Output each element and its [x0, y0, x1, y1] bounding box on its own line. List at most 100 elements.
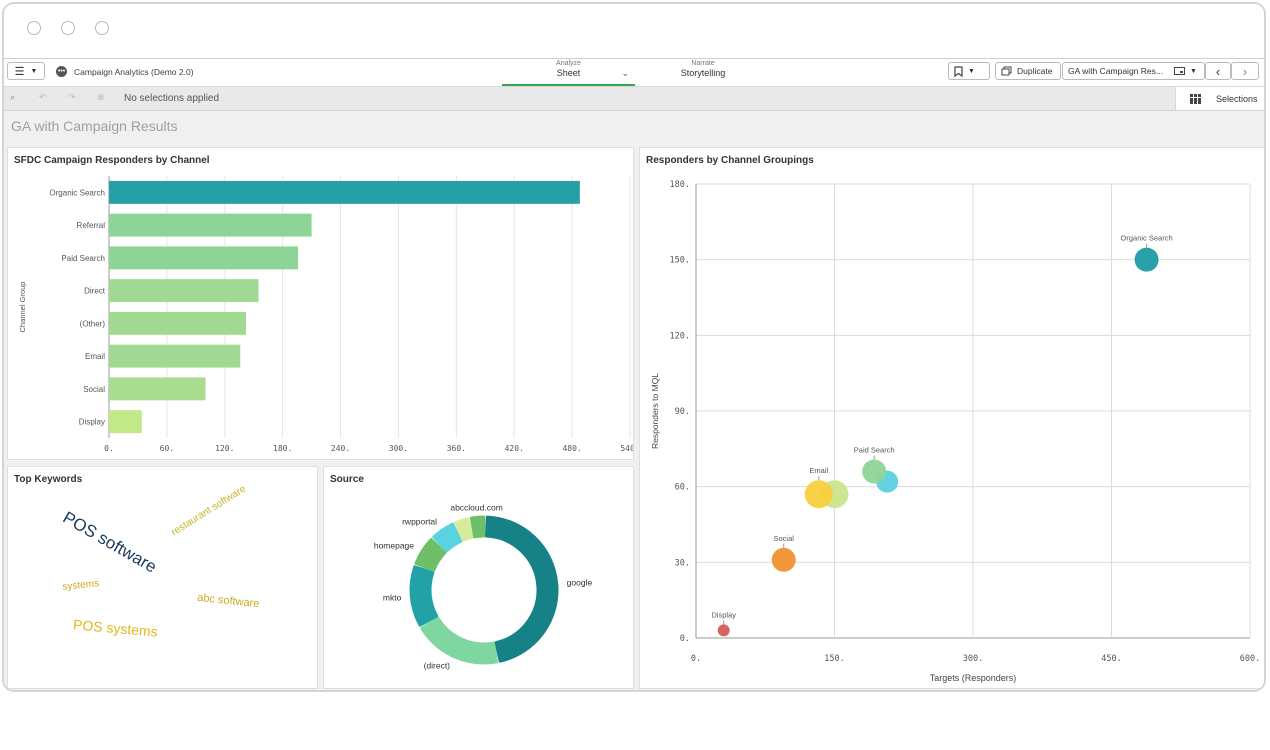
selections-button[interactable]: Selections: [1175, 87, 1264, 110]
duplicate-button[interactable]: Duplicate: [995, 62, 1061, 80]
scatter-y-tick-label: 120.: [670, 331, 690, 341]
scatter-chart[interactable]: 0. 30. 60. 90. 120. 150. 180. 0. 150. 300. 450. 600…: [640, 148, 1265, 688]
scatter-y-tick-label: 0.: [680, 634, 690, 644]
bar: [109, 377, 206, 401]
chevron-right-icon: ›: [1242, 63, 1248, 79]
scatter-point-label: Display: [711, 610, 736, 619]
bar-category-label: Direct: [84, 287, 106, 296]
window-maximize-button[interactable]: [95, 21, 109, 35]
scatter-x-tick-label: 150.: [824, 654, 844, 664]
bar: [109, 344, 241, 368]
donut-slice: [432, 522, 463, 553]
keyword: systems: [62, 578, 100, 593]
keywords-panel[interactable]: Top Keywords POS software restaurant soft…: [7, 466, 318, 689]
bookmark-button[interactable]: ▼: [948, 62, 990, 80]
donut-slice-label: google: [567, 578, 593, 588]
scatter-point-label: Organic Search: [1121, 234, 1173, 243]
bar: [109, 246, 299, 270]
source-donut-chart[interactable]: google (direct) mkto homepage rwpportal abccl…: [324, 467, 633, 688]
duplicate-label: Duplicate: [1017, 66, 1053, 76]
word-cloud[interactable]: POS software restaurant software systems ab…: [8, 467, 317, 688]
next-sheet-button[interactable]: ›: [1231, 62, 1259, 80]
scatter-point: [717, 624, 730, 637]
scatter-point-label: Social: [773, 534, 794, 543]
keyword: restaurant software: [169, 483, 248, 538]
bar-x-tick-label: 300.: [389, 444, 408, 453]
duplicate-icon: [1001, 66, 1012, 76]
bar-category-label: Display: [79, 418, 105, 427]
bar-category-label: Paid Search: [61, 254, 105, 263]
scatter-y-axis-label: Responders to MQL: [650, 373, 660, 449]
donut-slice: [454, 517, 474, 542]
bar: [109, 279, 259, 303]
tab-analyze-sheet[interactable]: Analyze Sheet ⌄: [502, 60, 635, 86]
scatter-y-tick-label: 30.: [675, 558, 690, 568]
bar-x-tick-label: 180.: [273, 444, 292, 453]
chevron-down-icon: ▼: [30, 67, 38, 75]
sheet-title: GA with Campaign Results: [11, 118, 178, 134]
selections-icon: [1190, 94, 1201, 104]
source-title: Source: [330, 474, 364, 485]
sheet-icon: [1173, 66, 1185, 75]
bar: [109, 311, 247, 335]
title-bar: [4, 4, 1264, 59]
previous-sheet-button[interactable]: ‹: [1205, 62, 1231, 80]
app-window: ☰ ▼ ••• Campaign Analytics (Demo 2.0) An…: [2, 2, 1266, 692]
smart-search-icon[interactable]: ⌕: [10, 92, 16, 102]
scatter-point: [804, 480, 833, 509]
bar-y-axis-label: Channel Group: [18, 282, 27, 333]
donut-slice-label: abccloud.com: [450, 502, 502, 512]
tab-analyze-label: Analyze: [556, 60, 581, 67]
sheet-selector[interactable]: GA with Campaign Res... ▼: [1062, 62, 1205, 80]
hamburger-icon: ☰: [14, 65, 25, 78]
window-minimize-button[interactable]: [61, 21, 75, 35]
bar-x-tick-label: 420.: [505, 444, 524, 453]
donut-slice-label: (direct): [424, 661, 451, 671]
bar-x-tick-label: 360.: [447, 444, 466, 453]
scatter-x-tick-label: 0.: [691, 654, 701, 664]
bar-x-tick-label: 0.: [104, 444, 114, 453]
scatter-x-axis-label: Targets (Responders): [930, 673, 1017, 683]
navigation-menu-button[interactable]: ☰ ▼: [7, 62, 45, 80]
app-toolbar: ☰ ▼ ••• Campaign Analytics (Demo 2.0) An…: [4, 59, 1264, 87]
scatter-y-tick-label: 180.: [670, 180, 690, 190]
keyword: POS systems: [73, 616, 159, 639]
bar-category-label: (Other): [80, 319, 106, 328]
donut-slice: [420, 616, 499, 665]
bar-category-label: Organic Search: [49, 188, 105, 197]
tab-sheet-label: Sheet: [556, 68, 581, 78]
donut-slice-label: rwpportal: [402, 517, 437, 527]
app-title: Campaign Analytics (Demo 2.0): [74, 67, 194, 77]
tab-storytelling-label: Storytelling: [680, 68, 726, 78]
tab-narrate-label: Narrate: [691, 60, 715, 67]
bar: [109, 180, 580, 204]
scatter-chart-title: Responders by Channel Groupings: [646, 155, 814, 166]
bar-chart-panel[interactable]: SFDC Campaign Responders by Channel 0. 60…: [7, 147, 634, 460]
scatter-point-label: Paid Search: [854, 446, 895, 455]
bar-x-tick-label: 240.: [331, 444, 350, 453]
scatter-x-tick-label: 300.: [963, 654, 983, 664]
scatter-y-tick-label: 60.: [675, 483, 690, 493]
source-panel[interactable]: Source google (direct) mkto homepage rwpport…: [323, 466, 634, 689]
bar-chart[interactable]: 0. 60. 120. 180. 240. 300. 360. 420. 480. 540. Org…: [8, 148, 633, 459]
tab-narrate-storytelling[interactable]: Narrate Storytelling: [644, 60, 762, 84]
step-back-icon[interactable]: ↶: [39, 92, 47, 102]
donut-slice-label: mkto: [383, 592, 402, 602]
scatter-y-tick-label: 90.: [675, 407, 690, 417]
bar-x-tick-label: 540.: [620, 444, 633, 453]
scatter-point-label: Email: [809, 466, 828, 475]
donut-slice: [414, 538, 447, 572]
step-forward-icon[interactable]: ↷: [68, 92, 76, 102]
donut-slice-label: homepage: [374, 540, 414, 550]
chevron-left-icon: ‹: [1215, 63, 1221, 79]
chevron-down-icon: ▼: [968, 67, 975, 75]
keyword: abc software: [197, 592, 260, 610]
selection-status: No selections applied: [124, 93, 220, 104]
bar-x-tick-label: 60.: [160, 444, 174, 453]
window-close-button[interactable]: [27, 21, 41, 35]
scatter-x-tick-label: 450.: [1101, 654, 1121, 664]
sheet-selector-label: GA with Campaign Res...: [1068, 66, 1163, 76]
clear-selections-icon[interactable]: ⊗: [97, 92, 105, 102]
scatter-chart-panel[interactable]: Responders by Channel Groupings 0. 30. 60.…: [639, 147, 1265, 689]
chevron-down-icon[interactable]: ⌄: [621, 68, 629, 78]
